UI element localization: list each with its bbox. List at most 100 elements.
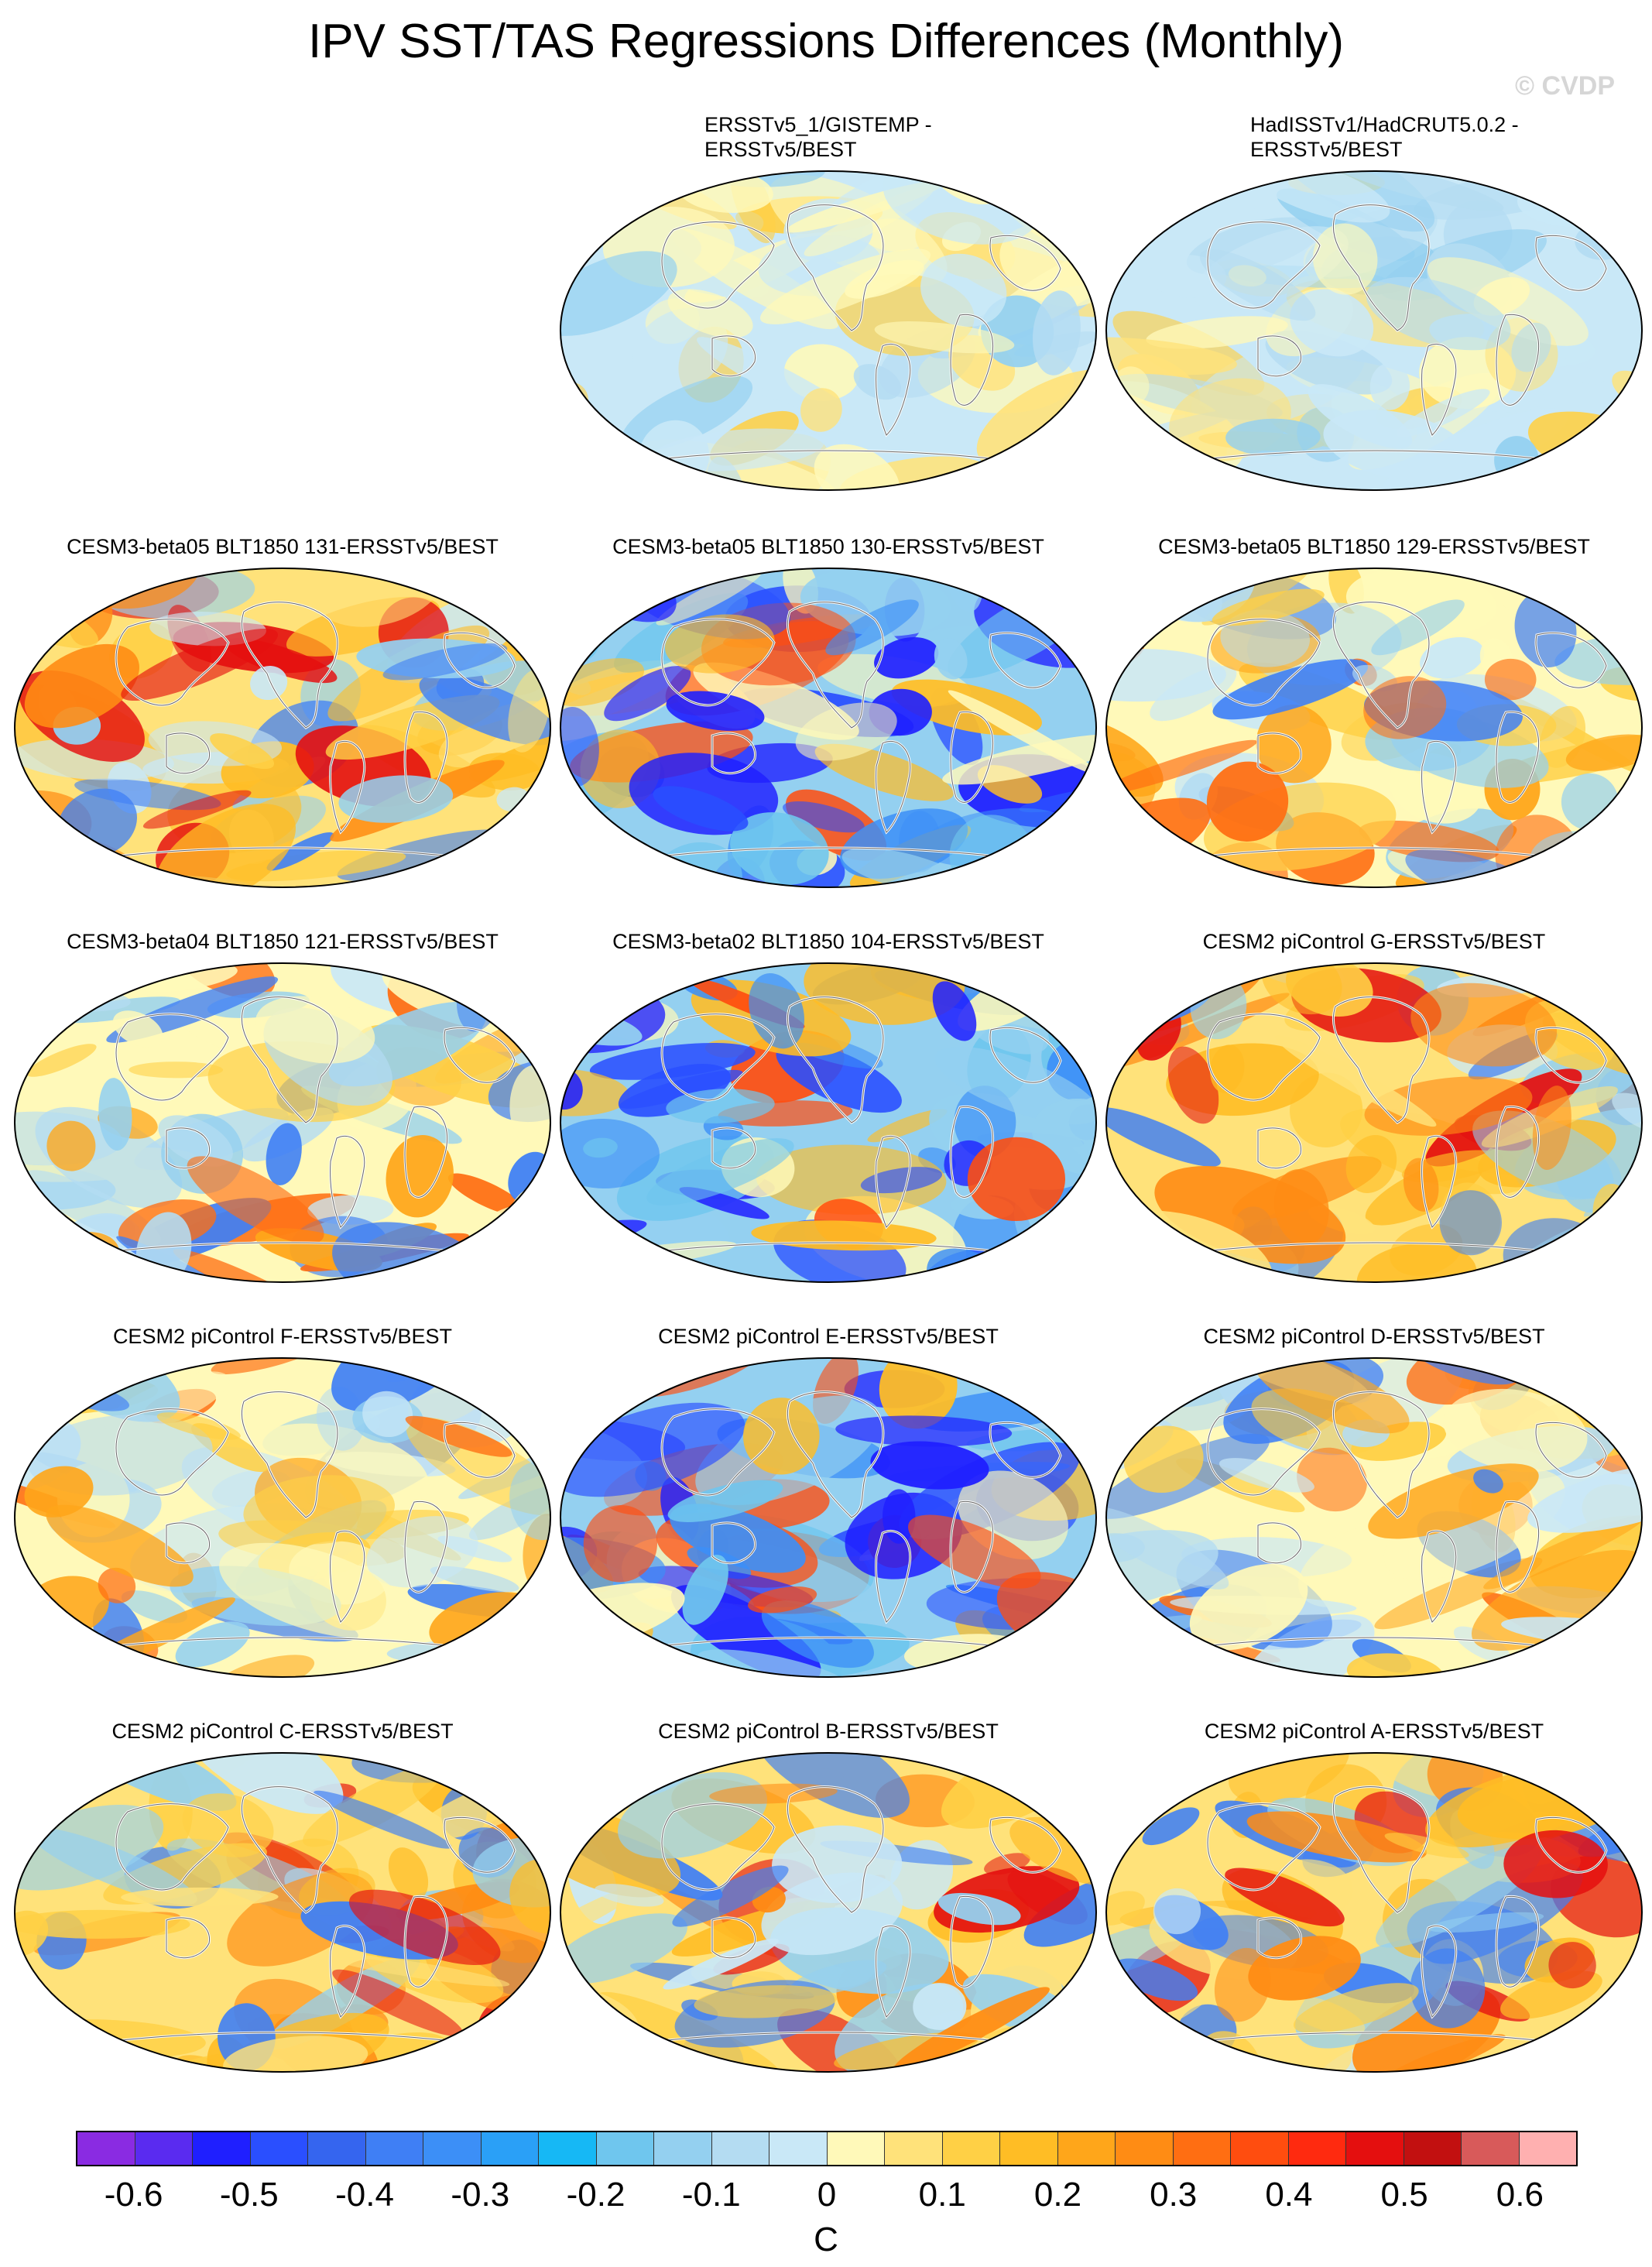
anomaly-patch	[1246, 1811, 1428, 1863]
coastline	[1535, 632, 1607, 688]
anomaly-patch	[1546, 1631, 1642, 1677]
anomaly-patch	[560, 448, 595, 490]
anomaly-patch	[1483, 1514, 1642, 1590]
anomaly-patch	[749, 973, 804, 1049]
anomaly-patch	[672, 1865, 789, 1927]
colorbar-box	[481, 2132, 539, 2165]
anomaly-patch	[181, 1753, 344, 1814]
anomaly-patch	[1359, 820, 1499, 863]
coastline	[1332, 602, 1430, 729]
colorbar-tick: -0.6	[104, 2176, 163, 2214]
anomaly-patch	[1167, 1046, 1219, 1124]
anomaly-patch	[682, 1555, 728, 1625]
anomaly-patch	[825, 599, 919, 656]
anomaly-patch	[332, 1969, 464, 2037]
anomaly-patch	[1527, 1463, 1642, 1533]
robinson-map	[1103, 960, 1645, 1285]
anomaly-patch	[266, 1123, 302, 1185]
anomaly-patch	[1032, 1098, 1096, 1176]
panel-title: CESM3-beta05 BLT1850 129-ERSSTv5/BEST	[1158, 535, 1590, 558]
coastline	[787, 204, 884, 331]
coastline	[166, 1127, 210, 1169]
coastline	[950, 1500, 994, 1593]
coastline	[1332, 996, 1430, 1123]
map-svg	[14, 1752, 551, 2073]
anomaly-patch	[509, 1417, 550, 1439]
map-border	[560, 170, 1097, 491]
anomaly-patch	[56, 996, 180, 1024]
anomaly-patch	[338, 775, 454, 823]
anomaly-patch	[800, 388, 842, 432]
anomaly-patch	[1420, 637, 1485, 679]
coastline	[1535, 1027, 1607, 1083]
coastline	[1421, 1530, 1457, 1623]
panel-title: CESM3-beta04 BLT1850 121-ERSSTv5/BEST	[67, 930, 499, 953]
colorbar-tick-labels: -0.6 -0.5 -0.4 -0.3 -0.2 -0.1 0 0.1 0.2 0.3 0.4 0.5…	[0, 2176, 1652, 2222]
anomaly-patch	[447, 1753, 550, 1791]
anomaly-patch	[1612, 1092, 1642, 1134]
anomaly-patch	[442, 856, 537, 887]
coastline	[876, 343, 911, 436]
anomaly-patch	[1112, 1958, 1198, 2001]
anomaly-patch	[1106, 739, 1257, 796]
anomaly-patch	[1106, 337, 1237, 376]
robinson-map	[557, 565, 1099, 890]
coastline	[1257, 1127, 1301, 1169]
colorbar-box	[193, 2132, 251, 2165]
anomaly-patch	[1106, 1107, 1221, 1167]
coastline	[950, 1106, 994, 1198]
anomaly-patch	[1106, 846, 1184, 887]
anomaly-patch	[967, 1137, 1065, 1222]
panel-title: CESM2 piControl D-ERSSTv5/BEST	[1203, 1325, 1545, 1348]
map-svg	[1105, 1752, 1643, 2073]
coastline	[1421, 1925, 1457, 2018]
anomaly-patch	[1271, 460, 1359, 490]
map-panel: CESM3-beta02 BLT1850 104-ERSSTv5/BEST	[557, 929, 1099, 1316]
anomaly-patch	[1256, 705, 1332, 784]
anomaly-patch	[560, 1774, 602, 1806]
map-border	[14, 962, 551, 1283]
anomaly-patch	[1298, 1524, 1411, 1607]
anomaly-patch	[509, 1858, 550, 1934]
anomaly-patch	[583, 1504, 658, 1583]
anomaly-patch	[1066, 609, 1096, 650]
coastline	[1207, 221, 1321, 309]
coastline	[1257, 1522, 1301, 1564]
anomaly-patch	[112, 1010, 163, 1048]
anomaly-patch	[46, 1504, 194, 1587]
map-panel: CESM2 piControl F-ERSSTv5/BEST	[12, 1324, 554, 1711]
coastline	[1207, 1408, 1321, 1496]
panel-title: CESM2 piControl A-ERSSTv5/BEST	[1204, 1720, 1544, 1743]
anomaly-patch	[1033, 290, 1081, 376]
panel-title: HadISSTv1/HadCRUT5.0.2 - ERSSTv5/BEST	[1250, 113, 1519, 161]
anomaly-patch	[1320, 171, 1504, 211]
map-svg	[560, 1752, 1097, 2073]
anomaly-patch	[560, 1219, 647, 1259]
colorbar-tick: 0.4	[1265, 2176, 1313, 2214]
anomaly-patch	[1571, 1641, 1637, 1677]
colorbar-box	[1116, 2132, 1174, 2165]
coastline	[989, 632, 1061, 688]
anomaly-patch	[874, 321, 1015, 354]
colorbar-box	[769, 2132, 828, 2165]
map-svg	[1105, 1357, 1643, 1678]
robinson-map	[1103, 168, 1645, 493]
coastline	[1535, 235, 1607, 291]
panel-title: CESM2 piControl C-ERSSTv5/BEST	[111, 1720, 454, 1743]
anomaly-patch	[156, 1412, 241, 1440]
anomaly-patch	[589, 1645, 634, 1677]
coastline	[989, 1816, 1061, 1873]
map-border	[560, 568, 1097, 888]
anomaly-patch	[560, 1913, 687, 1984]
map-border	[560, 1752, 1097, 2073]
anomaly-patch	[1548, 1942, 1596, 1989]
anomaly-patch	[1153, 1888, 1201, 1935]
colorbar-tick: 0	[817, 2176, 837, 2214]
anomaly-patch	[1106, 1506, 1229, 1590]
coastline	[404, 1106, 448, 1198]
anomaly-patch	[1206, 761, 1289, 842]
anomaly-patch	[366, 1516, 478, 1588]
anomaly-patch	[317, 1953, 510, 1987]
anomaly-patch	[1225, 418, 1321, 456]
colorbar-tick: -0.1	[681, 2176, 741, 2214]
